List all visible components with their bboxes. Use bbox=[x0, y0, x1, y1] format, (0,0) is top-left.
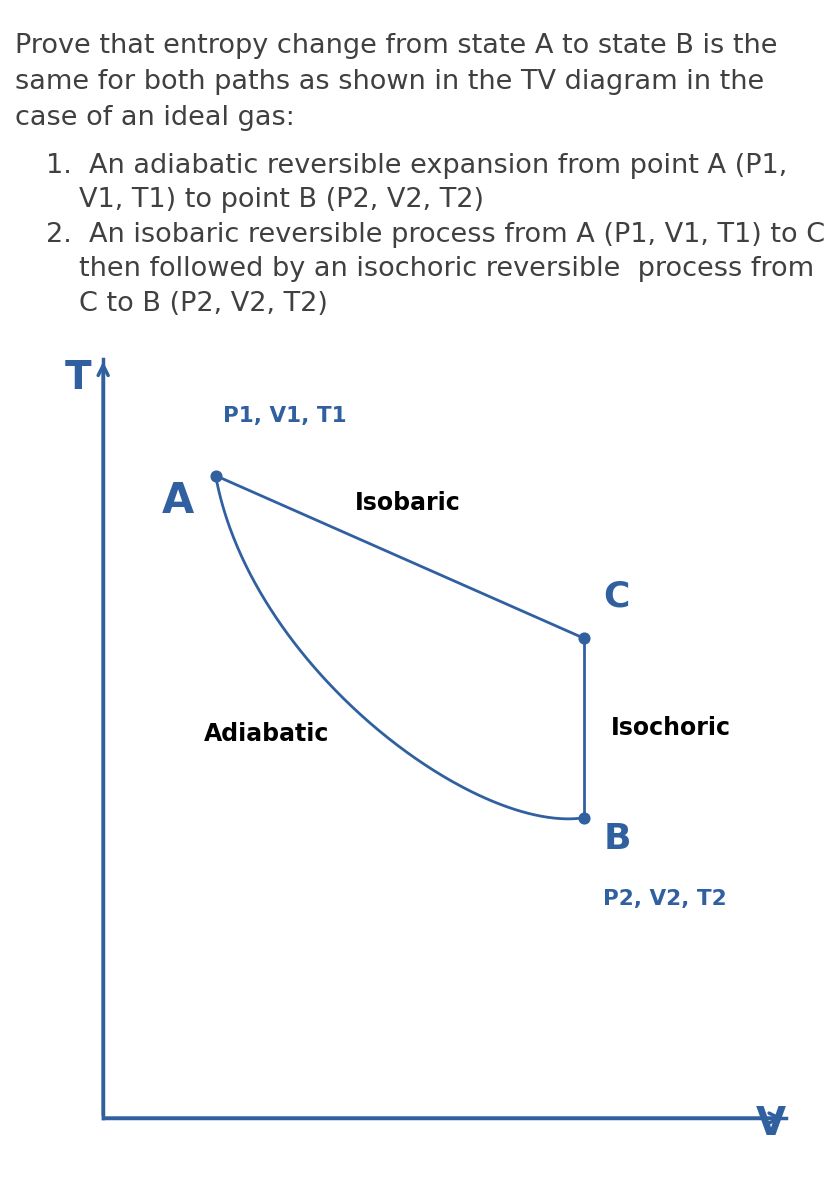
Text: same for both paths as shown in the TV diagram in the: same for both paths as shown in the TV d… bbox=[15, 69, 764, 95]
Point bbox=[577, 629, 590, 648]
Text: C: C bbox=[604, 579, 630, 613]
Text: Adiabatic: Adiabatic bbox=[204, 722, 329, 746]
Text: Isobaric: Isobaric bbox=[354, 491, 460, 515]
Text: case of an ideal gas:: case of an ideal gas: bbox=[15, 105, 294, 131]
Text: Isochoric: Isochoric bbox=[611, 716, 731, 740]
Text: T: T bbox=[64, 359, 91, 397]
Text: V1, T1) to point B (P2, V2, T2): V1, T1) to point B (P2, V2, T2) bbox=[79, 187, 485, 213]
Text: C to B (P2, V2, T2): C to B (P2, V2, T2) bbox=[79, 291, 328, 317]
Text: then followed by an isochoric reversible  process from: then followed by an isochoric reversible… bbox=[79, 256, 814, 283]
Text: 1.  An adiabatic reversible expansion from point A (P1,: 1. An adiabatic reversible expansion fro… bbox=[46, 153, 787, 179]
Text: P1, V1, T1: P1, V1, T1 bbox=[224, 405, 347, 426]
Text: 2.  An isobaric reversible process from A (P1, V1, T1) to C: 2. An isobaric reversible process from A… bbox=[46, 222, 825, 248]
Text: A: A bbox=[161, 479, 193, 522]
Point bbox=[209, 466, 223, 485]
Text: Prove that entropy change from state A to state B is the: Prove that entropy change from state A t… bbox=[15, 33, 777, 60]
Text: P2, V2, T2: P2, V2, T2 bbox=[604, 889, 727, 908]
Point bbox=[577, 808, 590, 827]
Text: V: V bbox=[756, 1105, 786, 1143]
Text: B: B bbox=[604, 822, 631, 856]
